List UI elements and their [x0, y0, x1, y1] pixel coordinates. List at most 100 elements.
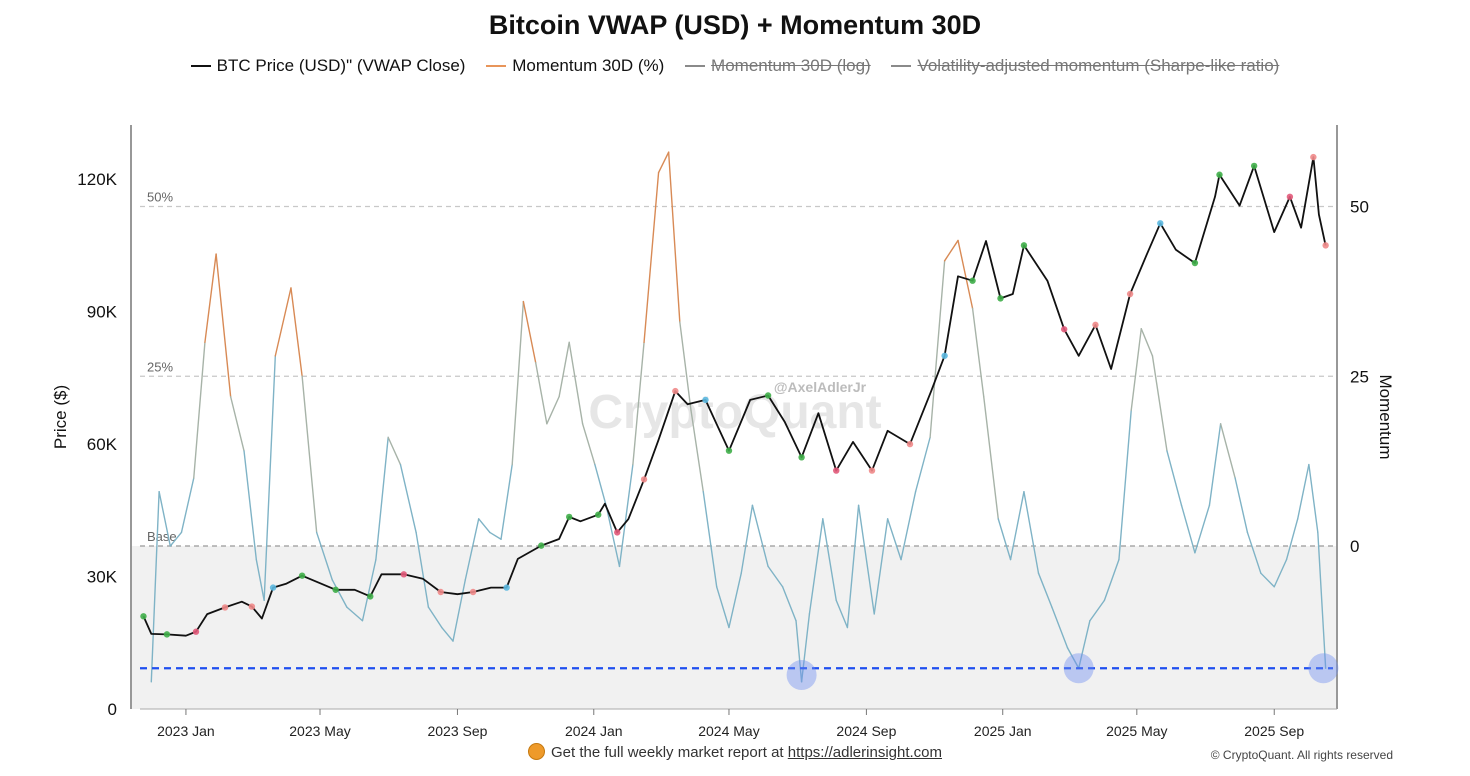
price-line — [142, 156, 1327, 637]
y-left-axis-title: Price ($) — [51, 385, 70, 449]
price-marker — [298, 572, 306, 579]
legend-item-momentum[interactable]: Momentum 30D (%) — [486, 56, 664, 76]
y-left-tick-label: 120K — [77, 170, 117, 189]
legend-label-momentum-log: Momentum 30D (log) — [711, 56, 871, 75]
legend-swatch-momentum-log — [685, 64, 706, 67]
footer-link[interactable]: https://adlerinsight.com — [787, 744, 943, 761]
legend-swatch-volatility — [891, 64, 912, 67]
price-marker — [221, 604, 229, 611]
momentum-segment — [857, 504, 875, 615]
reference-line-label: 25% — [147, 359, 173, 374]
momentum-segment — [740, 504, 754, 574]
y-left-tick-label: 90K — [87, 303, 118, 322]
chart-title: Bitcoin VWAP (USD) + Momentum 30D — [488, 10, 982, 40]
momentum-segment — [1297, 463, 1310, 520]
momentum-segment — [1308, 463, 1319, 534]
legend-swatch-momentum — [486, 64, 507, 67]
x-tick-label: 2023 Sep — [427, 723, 487, 739]
price-marker — [269, 584, 277, 591]
price-marker — [1157, 220, 1164, 227]
momentum-segment — [594, 463, 607, 506]
momentum-segment — [204, 253, 217, 344]
y-right-axis-title: Momentum — [1376, 374, 1395, 459]
momentum-segment — [618, 463, 634, 568]
price-marker — [1126, 290, 1134, 298]
momentum-segment — [846, 504, 860, 629]
price-marker — [248, 603, 256, 610]
legend-item-momentum-log[interactable]: Momentum 30D (log) — [685, 56, 871, 76]
momentum-segment — [180, 477, 195, 534]
momentum-segment — [822, 518, 837, 602]
x-tick-label: 2024 May — [698, 723, 759, 739]
momentum-segment — [331, 579, 348, 608]
price-marker — [1191, 259, 1199, 267]
momentum-segment — [255, 558, 265, 602]
momentum-segment — [1166, 450, 1183, 506]
momentum-segment — [900, 490, 917, 561]
price-marker — [367, 593, 374, 600]
momentum-segment — [1118, 409, 1132, 561]
momentum-segment — [886, 518, 902, 561]
momentum-segment — [1273, 558, 1288, 588]
momentum-segment — [399, 463, 417, 534]
momentum-segment — [1219, 423, 1236, 479]
momentum-segment — [346, 606, 364, 622]
momentum-segment — [441, 626, 454, 642]
momentum-segment — [263, 355, 277, 602]
y-right-tick-label: 50 — [1350, 197, 1369, 216]
x-tick-label: 2023 May — [289, 723, 350, 739]
momentum-segment — [229, 395, 245, 452]
momentum-segment — [315, 531, 334, 581]
y-left-tick-label: 0 — [108, 700, 117, 719]
price-marker — [1286, 193, 1294, 201]
price-marker — [969, 277, 976, 284]
momentum-segment — [1078, 620, 1091, 669]
x-tick-label: 2024 Sep — [836, 723, 896, 739]
price-marker — [1216, 171, 1223, 178]
y-left-tick-label: 60K — [87, 435, 118, 454]
price-marker — [1020, 242, 1028, 249]
legend-item-volatility[interactable]: Volatility-adjusted momentum (Sharpe-lik… — [891, 56, 1279, 76]
momentum-segment — [679, 321, 692, 411]
price-marker — [833, 467, 840, 474]
momentum-segment — [452, 579, 466, 642]
legend-item-price[interactable]: BTC Price (USD)" (VWAP Close) — [190, 56, 465, 76]
reference-line-label: 50% — [147, 189, 173, 204]
momentum-segment — [1260, 572, 1275, 588]
momentum-segment — [808, 518, 824, 615]
price-marker — [1322, 242, 1329, 249]
price-marker — [469, 588, 477, 596]
momentum-segment — [415, 531, 430, 608]
momentum-segment — [534, 361, 548, 425]
price-marker — [163, 631, 171, 638]
price-marker — [437, 588, 444, 596]
momentum-segment — [643, 171, 660, 344]
momentum-segment — [1180, 504, 1196, 554]
momentum-segment — [193, 341, 206, 479]
price-marker — [997, 295, 1004, 302]
price-marker — [1060, 326, 1068, 333]
momentum-segment — [1194, 504, 1211, 554]
momentum-segment — [715, 586, 730, 629]
momentum-segment — [558, 341, 570, 398]
price-marker — [941, 352, 948, 359]
momentum-segment — [1317, 531, 1327, 669]
momentum-segment — [702, 490, 718, 588]
momentum-segment — [943, 239, 959, 262]
x-tick-label: 2024 Jan — [565, 723, 623, 739]
highlight-circle — [1063, 653, 1094, 684]
legend-label-momentum: Momentum 30D (%) — [512, 56, 665, 75]
momentum-segment — [1023, 490, 1040, 574]
momentum-segment — [1089, 599, 1106, 622]
x-tick-label: 2025 Jan — [974, 723, 1032, 739]
y-right-tick-label: 0 — [1350, 537, 1359, 556]
momentum-segment — [522, 300, 537, 364]
price-marker — [702, 396, 709, 404]
legend-label-volatility: Volatility-adjusted momentum (Sharpe-lik… — [917, 56, 1280, 75]
momentum-segment — [1103, 558, 1120, 602]
momentum-segment — [1246, 531, 1262, 574]
momentum-segment — [605, 504, 621, 568]
momentum-segment — [546, 395, 560, 425]
momentum-segment — [914, 436, 931, 493]
